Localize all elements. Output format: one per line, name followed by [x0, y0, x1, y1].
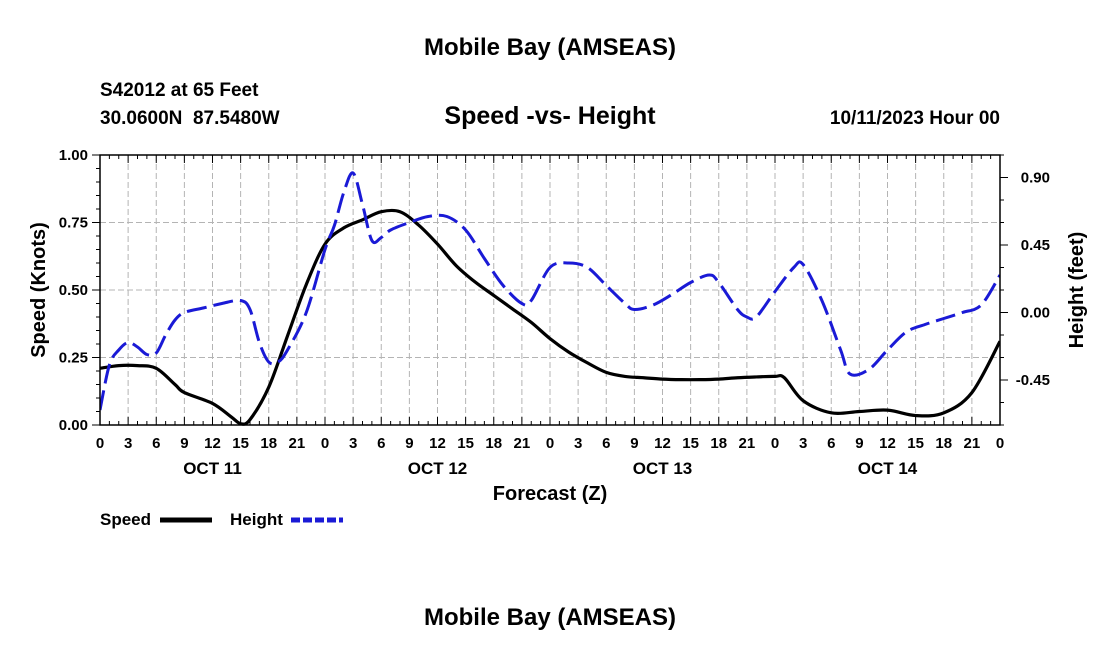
y-tick-label: 0.00: [59, 417, 88, 434]
x-tick-label: 3: [349, 435, 357, 452]
x-tick-label: 18: [935, 435, 952, 452]
x-tick-label: 15: [907, 435, 924, 452]
series-line-speed: [100, 208, 1000, 426]
x-tick-label: 12: [879, 435, 896, 452]
x-tick-label: 18: [485, 435, 502, 452]
x-tick-label: 12: [654, 435, 671, 452]
x-tick-label: 15: [457, 435, 474, 452]
x-tick-label: 6: [152, 435, 160, 452]
x-tick-label: 15: [232, 435, 249, 452]
legend-height-label: Height: [230, 510, 283, 529]
x-tick-label: 21: [514, 435, 531, 452]
station-coordinates: 30.0600N 87.5480W: [100, 108, 280, 129]
x-tick-label: 3: [574, 435, 582, 452]
y-tick-label: 0.75: [59, 215, 88, 232]
x-tick-label: 6: [602, 435, 610, 452]
x-tick-label: 9: [405, 435, 413, 452]
x-tick-label: 21: [739, 435, 756, 452]
x-tick-label: 3: [124, 435, 132, 452]
x-tick-label: 0: [546, 435, 554, 452]
y-tick-label: 0.50: [59, 282, 88, 299]
x-day-label: OCT 12: [408, 459, 468, 478]
x-tick-label: 18: [710, 435, 727, 452]
y2-axis-label: Height (feet): [1066, 232, 1088, 349]
footer-title: Mobile Bay (AMSEAS): [424, 604, 676, 631]
station-label: S42012 at 65 Feet: [100, 80, 259, 101]
chart-title: Speed -vs- Height: [444, 102, 656, 130]
x-tick-label: 9: [630, 435, 638, 452]
y2-tick-label: 0.00: [1021, 305, 1050, 322]
x-tick-label: 12: [204, 435, 221, 452]
x-tick-label: 3: [799, 435, 807, 452]
legend: Speed Height: [100, 510, 343, 529]
x-tick-label: 9: [855, 435, 863, 452]
x-tick-label: 15: [682, 435, 699, 452]
y-tick-label: 0.25: [59, 350, 88, 367]
y2-tick-label: 0.45: [1021, 237, 1050, 254]
x-day-label: OCT 11: [183, 459, 242, 478]
y2-tick-label: 0.90: [1021, 170, 1050, 187]
x-day-label: OCT 14: [858, 459, 918, 478]
x-tick-label: 21: [289, 435, 306, 452]
y2-tick-label: -0.45: [1016, 372, 1050, 389]
x-tick-label: 6: [377, 435, 385, 452]
x-tick-label: 9: [180, 435, 188, 452]
y-tick-label: 1.00: [59, 147, 88, 164]
x-tick-label: 0: [321, 435, 329, 452]
x-tick-label: 0: [771, 435, 779, 452]
run-time-label: 10/11/2023 Hour 00: [830, 108, 1000, 129]
x-day-label: OCT 13: [633, 459, 693, 478]
page-title: Mobile Bay (AMSEAS): [424, 34, 676, 61]
series-line-height: [100, 171, 1000, 411]
x-tick-label: 21: [964, 435, 981, 452]
y-axis-label: Speed (Knots): [28, 222, 50, 358]
x-axis-label: Forecast (Z): [493, 483, 607, 505]
x-tick-label: 0: [996, 435, 1004, 452]
x-tick-label: 6: [827, 435, 835, 452]
chart-grid: [100, 155, 1000, 425]
series-layer: [100, 171, 1000, 426]
axes: 0 3 6 9 12 15 18 21 0 3 6 9 12 15 18 21 0 3 6 9 12 15 18 21 0 3 6 9…: [59, 147, 1050, 478]
x-tick-label: 18: [260, 435, 277, 452]
legend-speed-label: Speed: [100, 510, 151, 529]
x-tick-label: 12: [429, 435, 446, 452]
x-tick-label: 0: [96, 435, 104, 452]
